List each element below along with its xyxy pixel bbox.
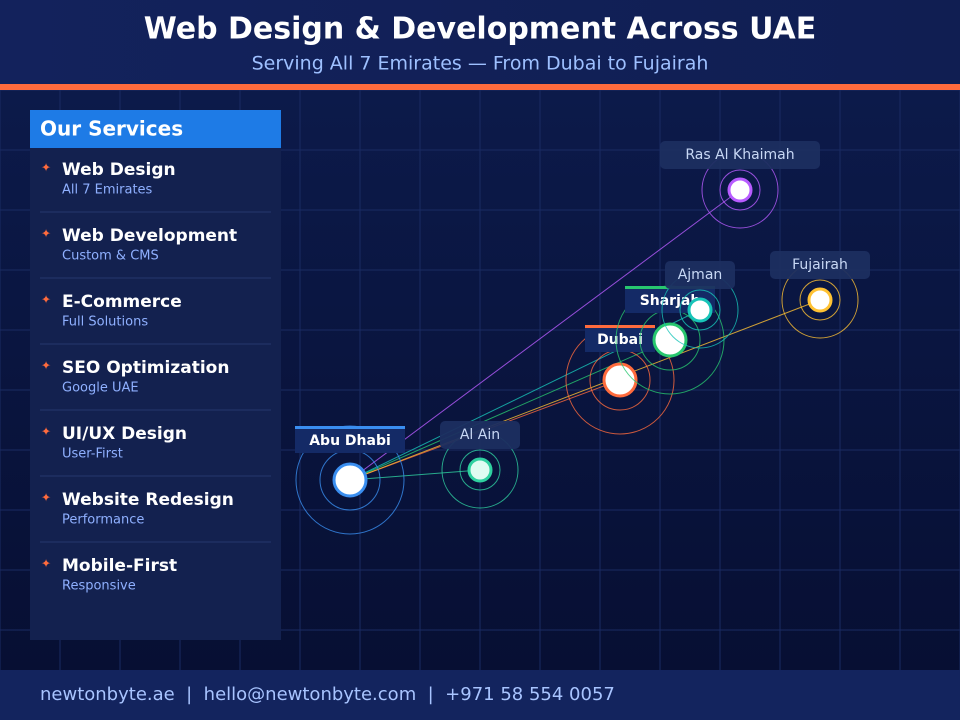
title: Web Design & Development Across UAE — [144, 12, 817, 47]
city-dot — [332, 462, 368, 498]
city-label-box — [665, 261, 735, 289]
service-name: Website Redesign — [62, 490, 234, 510]
service-name: Web Design — [62, 160, 176, 180]
service-detail: User-First — [62, 447, 123, 462]
city-label: Ras Al Khaimah — [685, 147, 794, 163]
header — [0, 0, 960, 84]
services-header — [30, 110, 281, 148]
city-label-accent — [585, 325, 655, 328]
accent-bar — [0, 84, 960, 90]
city-label: Ajman — [678, 267, 723, 283]
service-icon: ✦ — [41, 293, 51, 307]
city-label-box — [295, 427, 405, 453]
city-label-accent — [295, 426, 405, 429]
city-label: Fujairah — [792, 257, 848, 273]
service-detail: Performance — [62, 513, 144, 528]
city-dot — [602, 362, 638, 398]
service-detail: Responsive — [62, 579, 136, 594]
city-dot — [687, 297, 713, 323]
city-label: Abu Dhabi — [309, 433, 391, 449]
city-dot — [807, 287, 833, 313]
city-ring — [719, 169, 761, 211]
service-icon: ✦ — [41, 359, 51, 373]
connection — [349, 299, 821, 481]
service-detail: Google UAE — [62, 381, 139, 396]
service-detail: Full Solutions — [62, 315, 148, 330]
service-detail: Custom & CMS — [62, 249, 159, 264]
city-label: Al Ain — [460, 427, 500, 443]
service-icon: ✦ — [41, 161, 51, 175]
city-label-box — [770, 251, 870, 279]
services-list: ✦ Web Design All 7 Emirates ✦ Web Developmen… — [40, 160, 271, 594]
city-ring — [679, 289, 721, 331]
services-panel — [30, 110, 281, 640]
service-name: Mobile-First — [62, 556, 177, 576]
city-label: Dubai — [597, 332, 643, 348]
service-detail: All 7 Emirates — [62, 183, 153, 198]
service-icon: ✦ — [41, 425, 51, 439]
city-ring — [799, 279, 841, 321]
service-name: UI/UX Design — [62, 424, 187, 444]
subtitle: Serving All 7 Emirates — From Dubai to F… — [252, 53, 709, 75]
city-dot — [467, 457, 493, 483]
service-name: SEO Optimization — [62, 358, 229, 378]
service-name: Web Development — [62, 226, 237, 246]
service-icon: ✦ — [41, 491, 51, 505]
services-title: Our Services — [40, 117, 183, 141]
city-ring — [459, 449, 501, 491]
city-label-box — [660, 141, 820, 169]
city-dot — [727, 177, 753, 203]
footer — [0, 670, 960, 720]
city-label-box — [585, 326, 655, 352]
footer-contact: newtonbyte.ae | hello@newtonbyte.com | +… — [40, 684, 615, 705]
connection — [349, 469, 481, 481]
city-label-box — [440, 421, 520, 449]
connection — [349, 189, 741, 481]
service-icon: ✦ — [41, 227, 51, 241]
service-name: E-Commerce — [62, 292, 182, 312]
service-icon: ✦ — [41, 557, 51, 571]
city-dot — [652, 322, 688, 358]
